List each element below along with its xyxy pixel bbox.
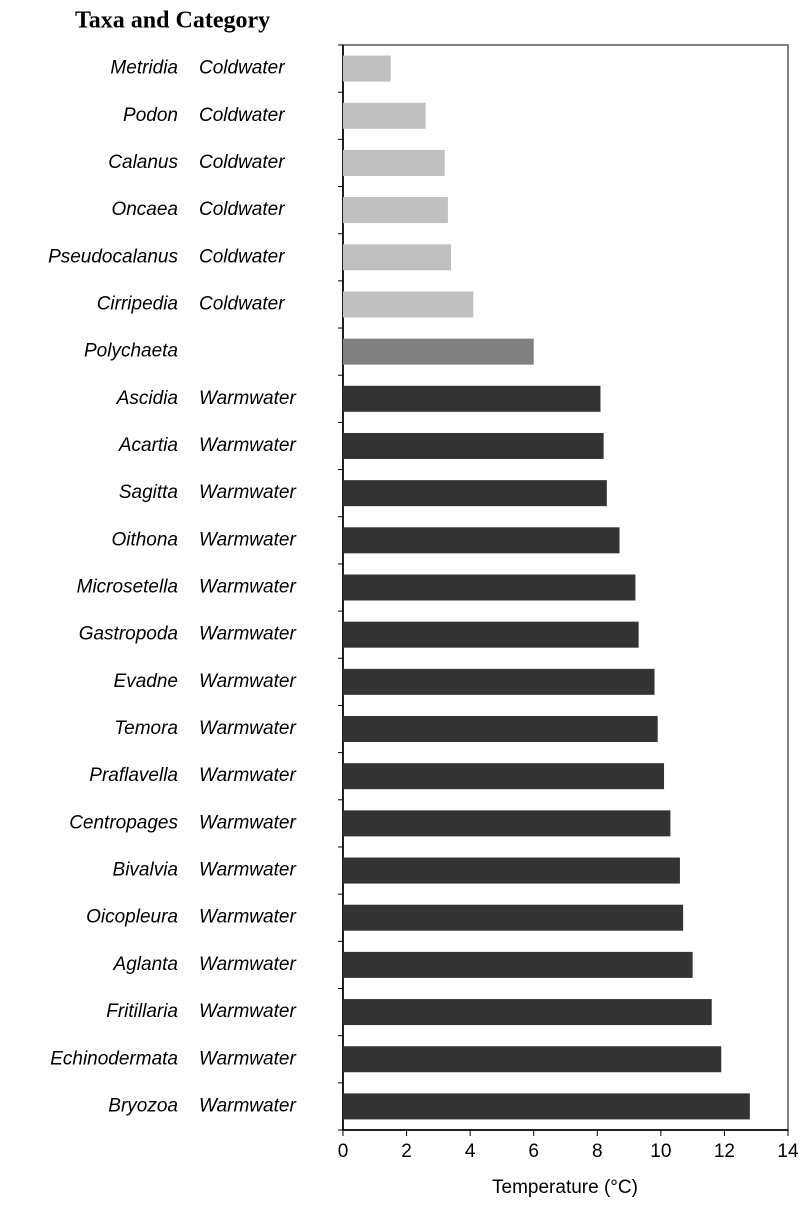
bar bbox=[343, 55, 391, 82]
bar bbox=[343, 574, 636, 601]
y-tick-label: Sagitta bbox=[119, 482, 178, 503]
y-tick-label: Praflavella bbox=[89, 765, 178, 786]
x-tick-label: 14 bbox=[777, 1141, 799, 1162]
category-label: Warmwater bbox=[199, 435, 296, 456]
y-tick-label: Fritillaria bbox=[106, 1001, 178, 1022]
x-axis-label: Temperature (°C) bbox=[492, 1177, 638, 1198]
x-tick-label: 2 bbox=[401, 1141, 412, 1162]
x-tick-label: 10 bbox=[650, 1141, 671, 1162]
bar bbox=[343, 810, 671, 837]
bar bbox=[343, 291, 474, 318]
bar bbox=[343, 999, 712, 1026]
category-label: Warmwater bbox=[199, 1001, 296, 1022]
category-label: Coldwater bbox=[199, 105, 285, 126]
category-label: Warmwater bbox=[199, 954, 296, 975]
category-label: Warmwater bbox=[199, 1048, 296, 1069]
bar bbox=[343, 338, 534, 365]
category-label: Warmwater bbox=[199, 765, 296, 786]
bar bbox=[343, 197, 448, 224]
y-tick-label: Temora bbox=[114, 718, 178, 739]
bar bbox=[343, 621, 639, 648]
y-tick-label: Ascidia bbox=[116, 388, 178, 409]
category-label: Coldwater bbox=[199, 58, 285, 79]
x-tick-label: 4 bbox=[465, 1141, 476, 1162]
bar bbox=[343, 763, 665, 790]
x-tick-label: 8 bbox=[592, 1141, 603, 1162]
category-label: Warmwater bbox=[199, 529, 296, 550]
category-label: Warmwater bbox=[199, 907, 296, 928]
category-label: Coldwater bbox=[199, 199, 285, 220]
y-tick-label: Oicopleura bbox=[86, 907, 178, 928]
bar bbox=[343, 432, 604, 459]
category-label: Warmwater bbox=[199, 1095, 296, 1116]
category-label: Coldwater bbox=[199, 293, 285, 314]
bar bbox=[343, 904, 684, 931]
y-tick-label: Bryozoa bbox=[108, 1095, 178, 1116]
y-tick-label: Centropages bbox=[69, 812, 178, 833]
bar bbox=[343, 857, 680, 884]
y-tick-label: Pseudocalanus bbox=[48, 246, 178, 267]
category-label: Warmwater bbox=[199, 624, 296, 645]
category-label: Warmwater bbox=[199, 812, 296, 833]
category-label: Coldwater bbox=[199, 246, 285, 267]
y-tick-label: Metridia bbox=[110, 58, 178, 79]
bar bbox=[343, 1093, 750, 1120]
category-label: Warmwater bbox=[199, 482, 296, 503]
y-tick-label: Aglanta bbox=[113, 954, 178, 975]
y-tick-label: Polychaeta bbox=[84, 341, 178, 362]
x-tick-label: 6 bbox=[528, 1141, 539, 1162]
bar bbox=[343, 244, 452, 271]
category-label: Warmwater bbox=[199, 388, 296, 409]
category-label: Coldwater bbox=[199, 152, 285, 173]
y-tick-label: Bivalvia bbox=[113, 860, 178, 881]
category-label: Warmwater bbox=[199, 718, 296, 739]
y-tick-label: Acartia bbox=[118, 435, 178, 456]
y-tick-label: Gastropoda bbox=[79, 624, 178, 645]
y-tick-label: Calanus bbox=[108, 152, 178, 173]
y-tick-label: Evadne bbox=[114, 671, 178, 692]
bar bbox=[343, 1046, 722, 1073]
category-label: Warmwater bbox=[199, 860, 296, 881]
y-tick-label: Oithona bbox=[111, 529, 178, 550]
category-label: Warmwater bbox=[199, 671, 296, 692]
y-tick-label: Echinodermata bbox=[50, 1048, 178, 1069]
bar bbox=[343, 716, 658, 743]
bar bbox=[343, 668, 655, 695]
bar bbox=[343, 480, 607, 507]
category-label: Warmwater bbox=[199, 577, 296, 598]
bar bbox=[343, 951, 693, 978]
bar bbox=[343, 385, 601, 412]
bar bbox=[343, 149, 445, 176]
y-tick-label: Cirripedia bbox=[97, 293, 178, 314]
bar bbox=[343, 527, 620, 554]
x-tick-label: 0 bbox=[338, 1141, 349, 1162]
x-tick-label: 12 bbox=[714, 1141, 735, 1162]
chart-title: Taxa and Category bbox=[75, 8, 270, 34]
y-tick-label: Microsetella bbox=[77, 577, 178, 598]
y-tick-label: Podon bbox=[123, 105, 178, 126]
y-tick-label: Oncaea bbox=[111, 199, 178, 220]
bar bbox=[343, 102, 426, 129]
